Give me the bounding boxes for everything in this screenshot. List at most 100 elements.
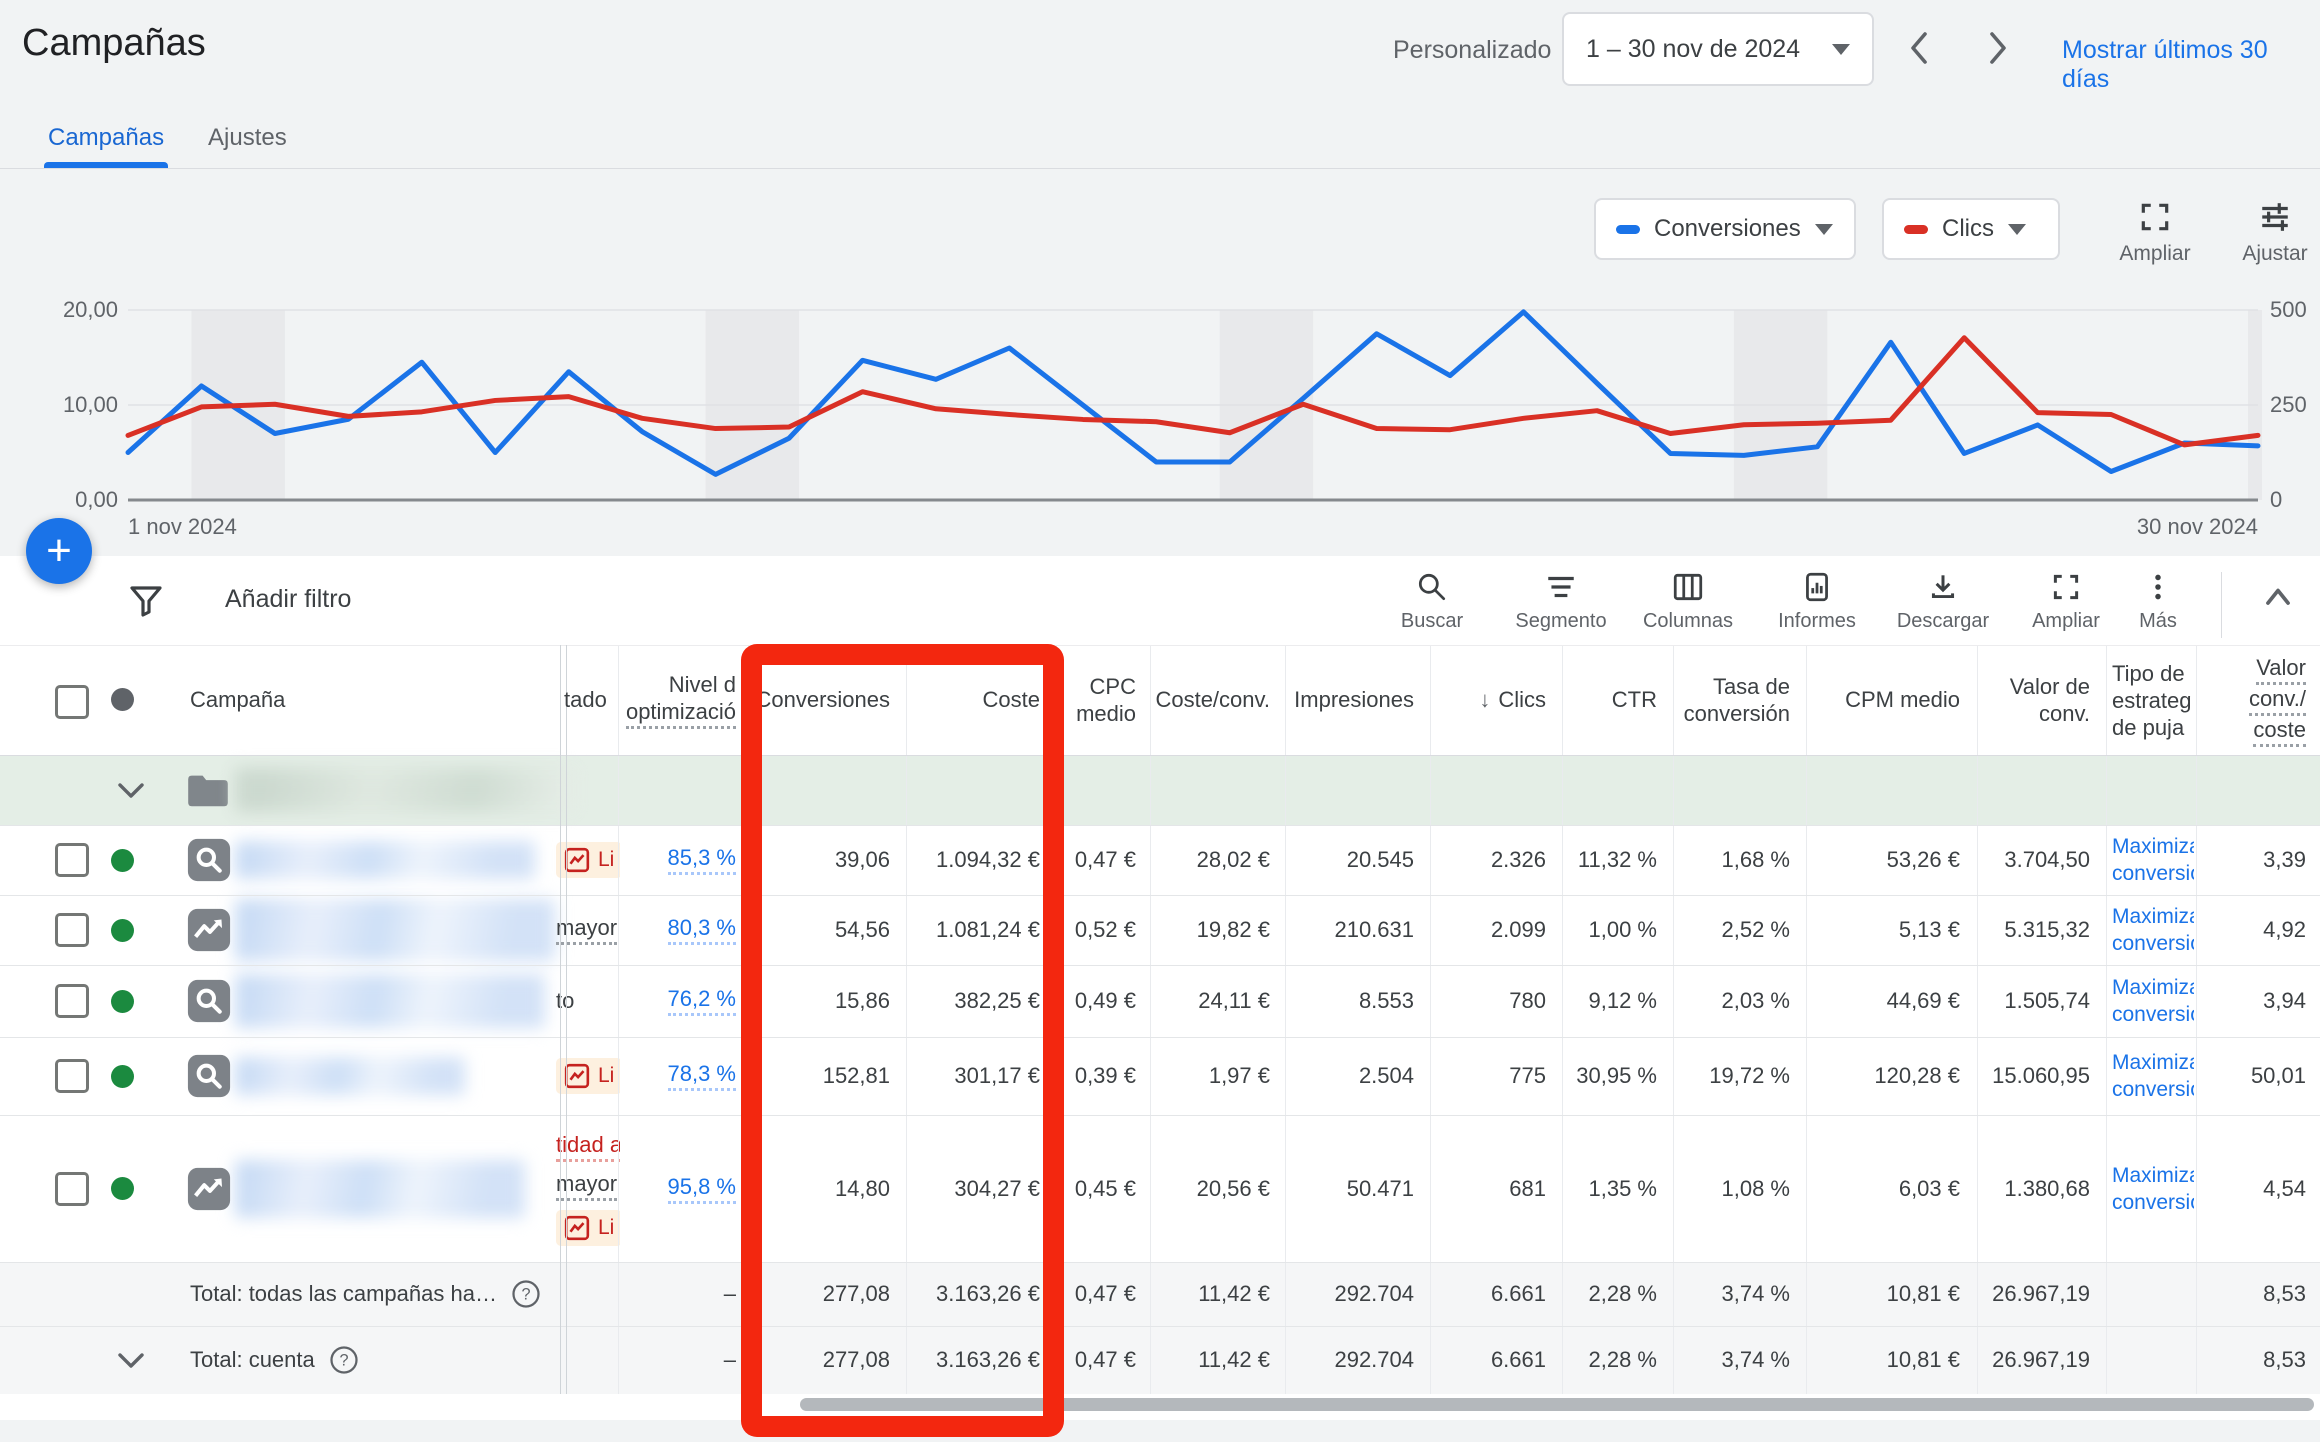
blurred-campaign-name[interactable] bbox=[235, 899, 555, 961]
bid-strategy-link[interactable]: conversio bbox=[2112, 1003, 2194, 1026]
cell-bid-strategy[interactable]: Maximiza conversio bbox=[2112, 895, 2194, 965]
bid-strategy-link[interactable]: conversio bbox=[2112, 1078, 2194, 1101]
column-header-cpm[interactable]: CPM medio bbox=[1845, 687, 1960, 712]
select-all-checkbox[interactable] bbox=[55, 685, 89, 719]
cell-nivel-optimizacion[interactable]: 80,3 % bbox=[622, 895, 736, 965]
toolbar-action-label: Informes bbox=[1778, 610, 1856, 632]
add-campaign-fab[interactable]: + bbox=[26, 518, 92, 584]
bid-strategy-link[interactable]: Maximiza bbox=[2112, 976, 2194, 999]
cell-nivel-optimizacion[interactable]: 78,3 % bbox=[622, 1037, 736, 1115]
toolbar-action-informes[interactable]: Informes bbox=[1757, 570, 1877, 633]
optimization-score-link[interactable]: 85,3 % bbox=[667, 845, 736, 875]
blurred-campaign-name[interactable] bbox=[235, 1057, 465, 1095]
toolbar-action-columnas[interactable]: Columnas bbox=[1628, 570, 1748, 633]
blurred-campaign-name[interactable] bbox=[235, 841, 535, 879]
optimization-score-link[interactable]: 80,3 % bbox=[667, 915, 736, 945]
column-header-valor-conv-coste[interactable]: Valor conv./ coste bbox=[2202, 645, 2306, 755]
bid-strategy-link[interactable]: conversio bbox=[2112, 1190, 2194, 1214]
cell-nivel-optimizacion[interactable]: 95,8 % bbox=[622, 1115, 736, 1262]
cell-coste: 1.094,32 € bbox=[936, 847, 1040, 872]
column-separator bbox=[1562, 645, 1563, 1394]
toolbar-action-buscar[interactable]: Buscar bbox=[1372, 570, 1492, 633]
date-range-picker[interactable]: 1 – 30 nov de 2024 bbox=[1562, 12, 1874, 86]
toolbar-action-segmento[interactable]: Segmento bbox=[1501, 570, 1621, 633]
column-header-valor-conv[interactable]: Valor de conv. bbox=[1983, 645, 2090, 755]
chevron-down-icon[interactable] bbox=[114, 1350, 148, 1370]
column-header-tipo-estrategia[interactable]: Tipo de estrateg de puja bbox=[2112, 645, 2192, 755]
toolbar-action-descargar[interactable]: Descargar bbox=[1883, 570, 2003, 633]
bid-strategy-link[interactable]: Maximiza bbox=[2112, 835, 2194, 858]
column-header-conversiones[interactable]: Conversiones bbox=[755, 687, 890, 712]
chevron-down-icon[interactable] bbox=[114, 780, 148, 800]
bid-strategy-link[interactable]: Maximiza bbox=[2112, 1051, 2194, 1074]
row-checkbox[interactable] bbox=[55, 1171, 89, 1206]
column-header-impresiones[interactable]: Impresiones bbox=[1294, 687, 1414, 712]
column-header-clics[interactable]: ↓ Clics bbox=[1436, 645, 1546, 755]
cell-ctr: 2,28 % bbox=[1588, 1281, 1658, 1306]
column-header-coste_conv[interactable]: Coste/conv. bbox=[1155, 687, 1270, 712]
column-header-cpc-medio[interactable]: CPC medio bbox=[1060, 645, 1136, 755]
cell-bid-strategy[interactable]: Maximiza conversio bbox=[2112, 825, 2194, 895]
tab-ajustes[interactable]: Ajustes bbox=[208, 124, 287, 151]
help-icon[interactable]: ? bbox=[329, 1345, 359, 1375]
bid-strategy-link[interactable]: Maximiza bbox=[2112, 905, 2194, 928]
row-checkbox[interactable] bbox=[55, 984, 89, 1018]
chart-adjust-button[interactable]: Ajustar bbox=[2235, 200, 2315, 266]
cell-bid-strategy[interactable]: Maximiza conversio bbox=[2112, 1115, 2194, 1262]
campaign-group-row[interactable] bbox=[0, 755, 2320, 825]
bid-strategy-link[interactable]: conversio bbox=[2112, 932, 2194, 955]
previous-period-button[interactable] bbox=[1893, 22, 1945, 74]
help-icon[interactable]: ? bbox=[511, 1279, 541, 1309]
row-checkbox[interactable] bbox=[55, 843, 89, 877]
cell-impresiones: 2.504 bbox=[1358, 1063, 1414, 1088]
header-line: conversión bbox=[1683, 701, 1790, 726]
show-last-30-days-link[interactable]: Mostrar últimos 30 días bbox=[2062, 36, 2268, 93]
horizontal-scrollbar[interactable] bbox=[800, 1398, 2314, 1411]
column-header-coste[interactable]: Coste bbox=[982, 687, 1040, 712]
cell-coste_conv: 24,11 € bbox=[1198, 988, 1270, 1013]
header-line: de puja bbox=[2112, 714, 2185, 740]
row-checkbox[interactable] bbox=[55, 913, 89, 947]
cell-coste: 301,17 € bbox=[954, 1063, 1040, 1088]
cell-bid-strategy[interactable]: Maximiza conversio bbox=[2112, 1037, 2194, 1115]
column-header-nivel[interactable]: Nivel d optimizació bbox=[622, 645, 736, 755]
column-header-campaign[interactable]: Campaña bbox=[190, 687, 286, 712]
optimization-score-link[interactable]: 95,8 % bbox=[667, 1174, 736, 1204]
cell-bid-strategy[interactable]: Maximiza conversio bbox=[2112, 965, 2194, 1037]
metric-picker-clics[interactable]: Clics bbox=[1882, 198, 2060, 260]
optimization-score-link[interactable]: 78,3 % bbox=[667, 1061, 736, 1091]
row-checkbox[interactable] bbox=[55, 1059, 89, 1093]
toolbar-action-más[interactable]: Más bbox=[2098, 570, 2218, 633]
filter-funnel-icon[interactable] bbox=[128, 583, 164, 619]
column-header-estado-clipped[interactable]: tado bbox=[564, 687, 607, 712]
column-header-tasa[interactable]: Tasa de conversión bbox=[1679, 645, 1790, 755]
table-row[interactable]: tidad a mayor Li 95,8 % 14,80 304,27 €0,45 €2… bbox=[0, 1115, 2320, 1262]
blurred-campaign-name[interactable] bbox=[235, 1159, 525, 1218]
bid-strategy-link[interactable]: conversio bbox=[2112, 862, 2194, 885]
optimization-score-link[interactable]: 76,2 % bbox=[667, 986, 736, 1016]
blurred-campaign-name[interactable] bbox=[235, 974, 545, 1028]
cell-conversiones: 14,80 bbox=[834, 1175, 890, 1201]
cell-coste: 304,27 € bbox=[954, 1175, 1040, 1201]
timeseries-chart[interactable] bbox=[0, 280, 2320, 550]
next-period-button[interactable] bbox=[1972, 22, 2024, 74]
cell-nivel-optimizacion[interactable]: 85,3 % bbox=[622, 825, 736, 895]
table-row[interactable]: Li 85,3 % 39,06 1.094,32 € 0,47 € 28,02 € 20.5… bbox=[0, 825, 2320, 895]
collapse-table-button[interactable] bbox=[2258, 578, 2298, 618]
table-row[interactable]: mayor 80,3 % 54,56 1.081,24 €0,52 €19,82 €2… bbox=[0, 895, 2320, 965]
search-campaign-icon bbox=[186, 837, 232, 883]
column-header-ctr[interactable]: CTR bbox=[1611, 687, 1657, 712]
cell-clics: 6.661 bbox=[1490, 1347, 1546, 1372]
metric-picker-conversiones[interactable]: Conversiones bbox=[1594, 198, 1856, 260]
tab-campanas[interactable]: Campañas bbox=[48, 124, 165, 151]
cell-coste: 1.081,24 € bbox=[936, 917, 1040, 942]
bid-strategy-link[interactable]: Maximiza bbox=[2112, 1163, 2194, 1187]
add-filter-button[interactable]: Añadir filtro bbox=[225, 585, 352, 613]
cell-valor: 3.704,50 bbox=[2004, 847, 2090, 872]
cell-nivel-optimizacion[interactable]: 76,2 % bbox=[622, 965, 736, 1037]
status-filter-dot[interactable] bbox=[111, 688, 134, 711]
chart-expand-button[interactable]: Ampliar bbox=[2115, 200, 2195, 266]
toolbar-action-ampliar[interactable]: Ampliar bbox=[2006, 570, 2126, 633]
table-row[interactable]: Li 78,3 % 152,81 301,17 € 0,39 € 1,97 € 2.504 7… bbox=[0, 1037, 2320, 1115]
